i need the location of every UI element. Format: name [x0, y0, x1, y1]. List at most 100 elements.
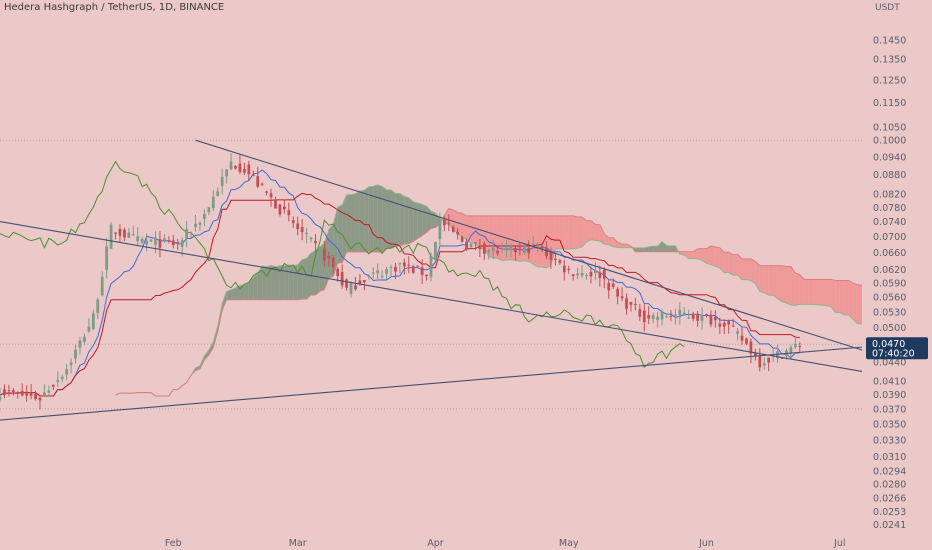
candle-body [300, 227, 304, 233]
cloud-bear-segment [590, 220, 596, 241]
cloud-bull-segment [195, 365, 200, 371]
candle-body [758, 355, 762, 368]
price-tick: 0.0280 [873, 480, 906, 491]
price-tick: 0.0780 [873, 203, 906, 214]
candle-body [634, 304, 637, 306]
price-box [866, 337, 928, 360]
candle-body [322, 248, 326, 261]
candle-body [487, 250, 491, 253]
price-tick: 0.0266 [873, 494, 906, 505]
price-axis[interactable]: USDT 0.1450 0.1350 0.1250 0.1150 0.1050 0.1000… [873, 3, 906, 531]
candle-body [674, 314, 677, 316]
cloud-bull-segment [244, 282, 249, 300]
cloud-bull-segment [377, 184, 383, 253]
cloud-bull-segment [657, 241, 663, 252]
cloud-bull-segment [639, 247, 645, 252]
month-tick: Jun [698, 538, 714, 549]
cloud-bull-segment [204, 350, 209, 361]
cloud-bull-segment [399, 193, 405, 246]
candle-body [731, 325, 735, 327]
candle-body [745, 338, 748, 344]
cloud-bear-segment [746, 258, 751, 281]
candle-body [465, 241, 468, 249]
candle-body [620, 296, 624, 299]
cloud-bear-segment [737, 254, 743, 280]
candle-body [540, 246, 544, 248]
candle-body [656, 316, 659, 321]
cloud-bear-segment [817, 279, 823, 305]
cloud-bull-segment [373, 184, 378, 253]
candle-body [749, 341, 753, 354]
cloud-bull-segment [342, 194, 347, 263]
cloud-bull-segment [208, 342, 214, 355]
cloud-bull-segment [231, 287, 236, 300]
candle-body [616, 288, 619, 297]
candle-body [154, 237, 157, 245]
candle-body [647, 314, 651, 319]
candle-body [171, 240, 175, 246]
cloud-bear-segment [466, 215, 471, 244]
candle-body [114, 232, 117, 234]
candle-body [358, 280, 362, 285]
cloud-bull-segment [359, 190, 365, 253]
candle-body [367, 275, 371, 277]
price-tick: 0.0880 [873, 170, 906, 181]
candle-body [131, 234, 135, 236]
cloud-bull-segment [235, 285, 240, 300]
candle-body [531, 243, 535, 245]
price-tick: 0.0500 [873, 323, 906, 334]
candle-body [638, 309, 642, 317]
cloud-bear-segment [577, 217, 583, 249]
cloud-bear-segment [528, 215, 534, 265]
candle-body [389, 266, 393, 268]
cloud-bear-segment [457, 212, 463, 237]
cloud-bear-segment [688, 251, 694, 259]
candle-body [767, 357, 771, 363]
candle-body [447, 223, 451, 225]
candle-body [442, 219, 446, 226]
candle-body [700, 315, 704, 321]
candle-body [225, 169, 228, 177]
candle-body [60, 376, 64, 379]
cloud-bull-segment [275, 265, 280, 300]
candle-body [602, 270, 606, 279]
candle-body [234, 166, 237, 169]
candle-body [762, 363, 766, 366]
cloud-bear-segment [786, 266, 791, 306]
candle-body [38, 397, 42, 401]
price-tick: 0.1050 [873, 123, 906, 134]
trendlines[interactable] [0, 139, 863, 421]
candle-body [469, 243, 473, 248]
price-tick: 0.0740 [873, 217, 906, 228]
candle-body [123, 229, 126, 238]
candle-body [247, 164, 251, 175]
candle-body [256, 176, 260, 187]
candle-body [394, 266, 397, 272]
cloud-bear-segment [750, 258, 756, 284]
candle-body [727, 321, 731, 325]
candle-body [278, 204, 282, 215]
cloud-bear-segment [813, 279, 818, 305]
candle-body [220, 177, 224, 186]
cloud-bull-segment [630, 246, 636, 252]
cloud-bear-segment [719, 247, 725, 273]
cloud-bear-segment [546, 215, 551, 268]
price-tick: 0.0590 [873, 278, 906, 289]
candle-body [296, 223, 300, 230]
candle-body [109, 224, 113, 249]
cloud-bull-segment [279, 265, 285, 300]
month-tick: Feb [165, 538, 182, 549]
candle-body [567, 268, 571, 271]
cloud-bear-segment [515, 215, 520, 262]
month-tick: Jul [833, 538, 845, 549]
cloud-bull-segment [368, 186, 374, 253]
candle-body [402, 262, 406, 267]
candle-body [336, 268, 340, 276]
candle-body [429, 255, 433, 277]
cloud-bear-segment [493, 215, 498, 259]
candle-body [527, 248, 531, 254]
candle-body [451, 226, 455, 232]
time-axis[interactable]: Feb Mar Apr May Jun Jul [165, 538, 846, 549]
